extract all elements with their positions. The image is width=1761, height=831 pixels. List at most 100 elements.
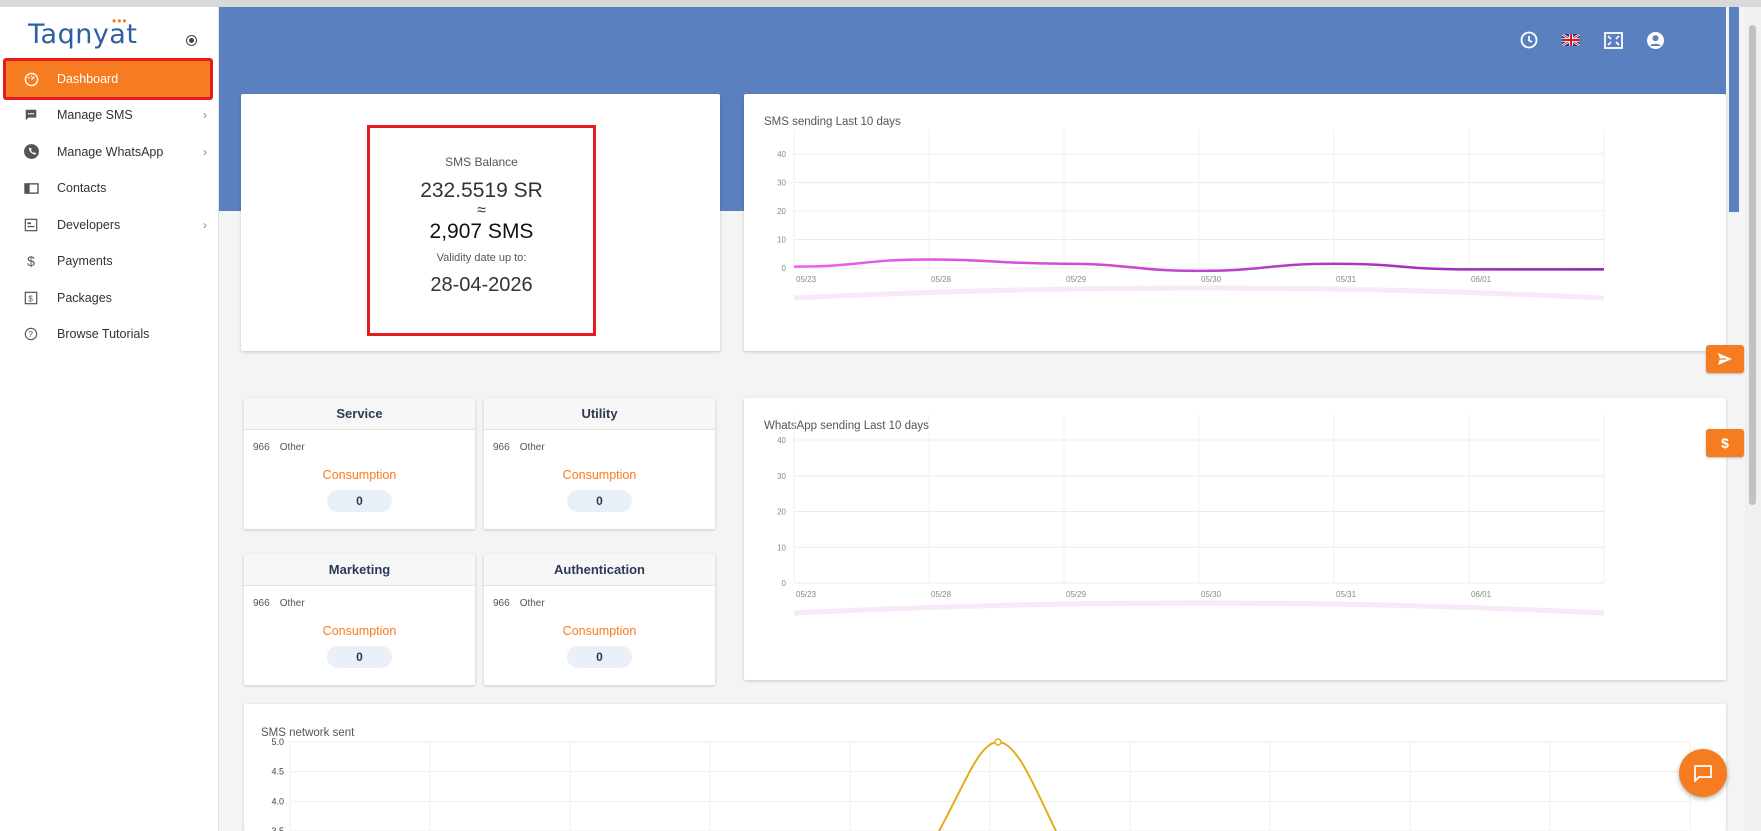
y-tick-label: 5.0: [271, 737, 284, 747]
sidebar-item-label: Manage WhatsApp: [57, 144, 164, 159]
header-edge: [1729, 7, 1739, 212]
series-line: [793, 258, 1604, 273]
svg-text:$: $: [28, 294, 33, 303]
balance-title: SMS Balance: [445, 155, 518, 169]
chevron-right-icon: ›: [203, 108, 207, 123]
balance-amount-sr: 232.5519 SR: [420, 179, 543, 202]
x-tick-label: 05/31: [1336, 275, 1357, 284]
dollar-icon: $: [1721, 435, 1729, 451]
scrollbar-thumb[interactable]: [1749, 25, 1756, 505]
x-tick-label: 05/31: [1336, 590, 1357, 599]
window-top-strip: [0, 0, 1761, 7]
x-tick-label: 05/29: [1066, 275, 1087, 284]
y-tick-label: 0: [782, 579, 787, 588]
send-sms-button[interactable]: [1706, 345, 1744, 373]
data-point: [994, 738, 1002, 746]
consumption-card-service: Service 966 Other Consumption 0: [244, 398, 475, 529]
account-icon[interactable]: [1644, 29, 1666, 51]
header-icons: [1518, 29, 1666, 51]
whatsapp-icon: [22, 143, 40, 161]
developers-icon: [22, 216, 40, 234]
chart-svg: 0 10 20 30 40 05/23 05/28 05/29 05/30 05/31 06/01: [777, 129, 1605, 301]
balance-amount-sms: 2,907 SMS: [429, 220, 534, 243]
validity-label: Validity date up to:: [436, 252, 527, 264]
x-tick-label: 06/01: [1471, 275, 1492, 284]
tag-other[interactable]: Other: [279, 598, 305, 609]
x-tick-label: 05/23: [796, 275, 817, 284]
y-tick-label: 10: [777, 543, 786, 552]
sidebar-item-label: Manage SMS: [57, 108, 133, 123]
x-tick-label: 05/29: [1066, 590, 1087, 599]
svg-text:?: ?: [29, 330, 34, 339]
packages-icon: $: [22, 289, 40, 307]
sidebar-item-label: Packages: [57, 290, 112, 305]
dollar-icon: $: [27, 253, 35, 270]
x-tick-label: 05/23: [796, 590, 817, 599]
y-tick-label: 30: [777, 179, 786, 188]
sidebar-item-label: Dashboard: [57, 72, 119, 86]
brand-logo[interactable]: Taqnyat: [28, 19, 138, 50]
consumption-title: Marketing: [244, 554, 475, 586]
tag-other[interactable]: Other: [519, 442, 545, 453]
consumption-value: 0: [567, 490, 632, 512]
consumption-card-marketing: Marketing 966 Other Consumption 0: [244, 554, 475, 685]
tag-966[interactable]: 966: [253, 442, 270, 453]
validity-date: 28-04-2026: [430, 274, 533, 296]
chevron-right-icon: ›: [203, 144, 207, 159]
consumption-value: 0: [567, 646, 632, 668]
tag-966[interactable]: 966: [493, 598, 510, 609]
y-tick-label: 40: [777, 436, 786, 445]
sidebar: Taqnyat ••• Dashboard Manage SMS › Manag…: [0, 7, 219, 831]
y-tick-label: 0: [782, 264, 787, 273]
chart-svg: 0 10 20 30 40 05/23 05/28 05/29 05/30 05/31 06/01: [777, 415, 1605, 616]
page-scrollbar[interactable]: [1745, 7, 1761, 831]
sms-balance-box: SMS Balance 232.5519 SR ≈ 2,907 SMS Vali…: [367, 125, 596, 336]
consumption-tags: 966 Other: [493, 598, 555, 609]
chevron-right-icon: ›: [203, 217, 207, 232]
sidebar-item-contacts[interactable]: Contacts: [0, 170, 218, 207]
series-shadow: [793, 600, 1605, 616]
y-tick-label: 30: [777, 472, 786, 481]
sidebar-item-label: Developers: [57, 217, 121, 232]
chart-title: SMS sending Last 10 days: [764, 116, 901, 128]
sidebar-item-payments[interactable]: $ Payments: [0, 243, 218, 280]
whatsapp-sending-chart-card: WhatsApp sending Last 10 days 0 10 20 30 40 0…: [744, 398, 1726, 680]
consumption-label: Consumption: [322, 468, 397, 482]
sidebar-item-packages[interactable]: $ Packages: [0, 280, 218, 317]
consumption-label: Consumption: [322, 624, 397, 638]
y-tick-label: 20: [777, 508, 786, 517]
contacts-icon: [22, 179, 40, 197]
sidebar-item-label: Contacts: [57, 181, 107, 196]
consumption-card-utility: Utility 966 Other Consumption 0: [484, 398, 715, 529]
payment-button[interactable]: $: [1706, 429, 1744, 457]
chart-svg: 5.0 4.5 4.0 3.5: [271, 737, 1691, 831]
dashboard-icon: [22, 70, 40, 88]
series-shadow: [793, 285, 1605, 301]
tag-966[interactable]: 966: [253, 598, 270, 609]
fullscreen-icon[interactable]: [1602, 29, 1624, 51]
consumption-tags: 966 Other: [253, 442, 315, 453]
sidebar-item-developers[interactable]: Developers ›: [0, 207, 218, 244]
tag-other[interactable]: Other: [519, 598, 545, 609]
series-line: [938, 740, 1057, 831]
sidebar-pin-icon[interactable]: [186, 35, 197, 46]
chart-title: WhatsApp sending Last 10 days: [764, 420, 929, 432]
tag-other[interactable]: Other: [279, 442, 305, 453]
chat-button[interactable]: [1679, 749, 1727, 797]
tag-966[interactable]: 966: [493, 442, 510, 453]
sms-network-chart-card: SMS network sent 5.0 4.5 4.0 3.5: [244, 704, 1726, 831]
clock-icon[interactable]: [1518, 29, 1540, 51]
sidebar-item-manage-whatsapp[interactable]: Manage WhatsApp ›: [0, 134, 218, 171]
sidebar-item-dashboard[interactable]: Dashboard: [6, 61, 210, 97]
sms-sending-chart-card: SMS sending Last 10 days 0 10 20 30 40 05/23 0…: [744, 94, 1726, 351]
send-icon: [1718, 353, 1732, 365]
consumption-card-authentication: Authentication 966 Other Consumption 0: [484, 554, 715, 685]
sidebar-item-manage-sms[interactable]: Manage SMS ›: [0, 97, 218, 134]
logo-dots: •••: [112, 14, 128, 28]
chat-icon: [1694, 764, 1712, 782]
sidebar-item-browse-tutorials[interactable]: ? Browse Tutorials: [0, 316, 218, 353]
x-tick-label: 05/30: [1201, 275, 1222, 284]
consumption-tags: 966 Other: [253, 598, 315, 609]
y-tick-label: 4.0: [271, 796, 284, 806]
uk-flag-icon[interactable]: [1560, 29, 1582, 51]
